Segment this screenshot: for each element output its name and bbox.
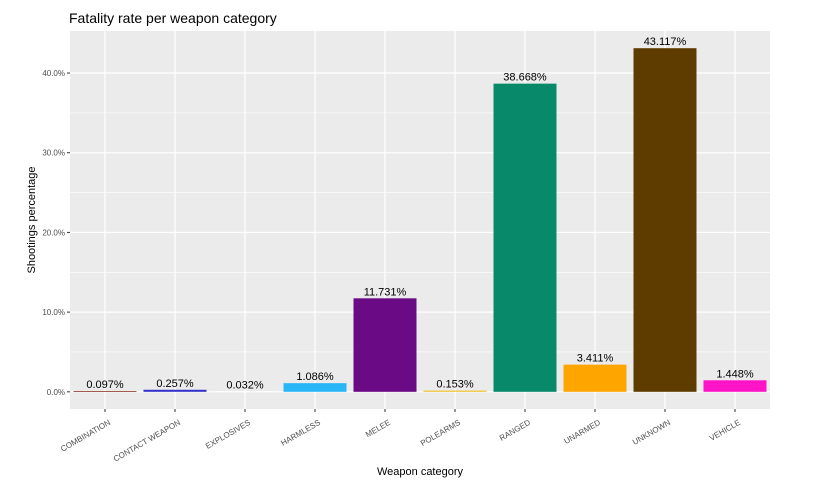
bar-vehicle: [703, 380, 767, 392]
bar-explosives: [213, 391, 277, 392]
x-tick-label: RANGED: [498, 418, 532, 443]
x-tick-label: EXPLOSIVES: [204, 418, 252, 451]
x-axis: COMBINATION CONTACT WEAPON EXPLOSIVES HARML…: [59, 409, 742, 464]
bar-polearms: [423, 390, 487, 392]
y-tick-label: 40.0%: [42, 69, 65, 78]
y-axis-title: Shootings percentage: [26, 166, 38, 273]
data-label: 1.086%: [296, 371, 334, 383]
bar-unknown: [633, 48, 697, 392]
data-label: 1.448%: [716, 368, 754, 380]
bar-combination: [73, 391, 137, 392]
x-tick-label: HARMLESS: [279, 418, 322, 448]
x-tick-label: UNARMED: [562, 418, 602, 446]
data-label: 3.411%: [577, 353, 614, 365]
x-tick-label: UNKNOWN: [631, 418, 672, 447]
bar-contact-weapon: [143, 389, 207, 392]
y-axis: 0.0% 10.0% 20.0% 30.0% 40.0%: [42, 69, 70, 397]
bars: [73, 48, 767, 392]
data-label: 0.257%: [156, 378, 194, 390]
x-tick-label: CONTACT WEAPON: [112, 418, 182, 464]
bar-unarmed: [563, 364, 627, 392]
gridlines: [70, 31, 770, 409]
y-tick-label: 30.0%: [42, 149, 65, 158]
data-label: 0.097%: [86, 379, 124, 391]
bar-harmless: [283, 383, 347, 392]
data-label: 43.117%: [644, 36, 687, 48]
x-tick-label: POLEARMS: [419, 418, 462, 448]
y-tick-label: 20.0%: [42, 228, 65, 237]
x-tick-label: COMBINATION: [59, 418, 112, 454]
data-label: 11.731%: [364, 286, 407, 298]
x-axis-title: Weapon category: [377, 466, 464, 478]
data-label: 38.668%: [503, 72, 547, 84]
data-labels: 0.097% 0.257% 0.032% 1.086% 11.731% 0.153% 38.…: [86, 36, 754, 391]
bar-melee: [353, 298, 417, 392]
x-tick-label: MELEE: [364, 418, 392, 439]
data-label: 0.032%: [226, 380, 264, 392]
y-tick-label: 10.0%: [42, 308, 65, 317]
data-label: 0.153%: [436, 379, 474, 391]
chart-title: Fatality rate per weapon category: [69, 10, 277, 26]
y-tick-label: 0.0%: [47, 388, 65, 397]
bar-ranged: [493, 83, 557, 392]
x-tick-label: VEHICLE: [708, 418, 742, 443]
